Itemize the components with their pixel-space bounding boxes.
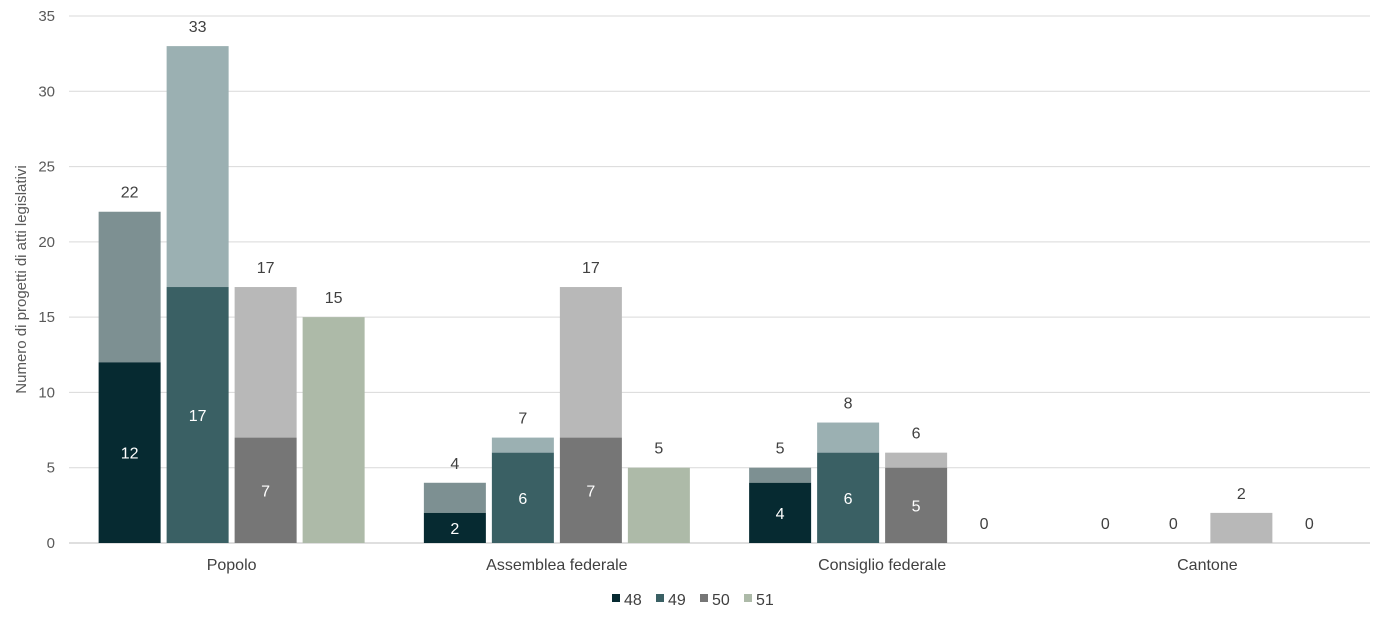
- bar-total-label: 17: [582, 260, 600, 277]
- bar-base-segment: [817, 452, 880, 543]
- y-tick-label: 0: [47, 535, 55, 552]
- legend-swatch: [656, 594, 664, 602]
- bar-top-segment: [817, 422, 880, 453]
- bar-top-segment: [166, 46, 229, 288]
- bar-total-label: 33: [189, 19, 207, 36]
- x-category-label: Assemblea federale: [486, 557, 628, 574]
- bar-total-label: 4: [450, 456, 459, 473]
- bar-top-segment: [885, 452, 948, 468]
- x-category-label: Consiglio federale: [818, 557, 946, 574]
- y-tick-label: 25: [38, 159, 55, 176]
- bar-total-label: 5: [654, 441, 663, 458]
- bar-inner-label: 17: [189, 408, 207, 425]
- y-axis-label: Numero di progetti di atti legislativi: [13, 165, 30, 393]
- bar-base-segment: [749, 482, 812, 543]
- y-tick-label: 20: [38, 234, 55, 251]
- bar-total-label: 5: [776, 441, 785, 458]
- bar-total-label: 6: [912, 426, 921, 443]
- bar-top-segment: [423, 482, 486, 513]
- bar-inner-label: 7: [261, 483, 270, 500]
- bar-top-segment: [749, 467, 812, 483]
- bar-inner-label: 4: [776, 506, 785, 523]
- bar-inner-label: 6: [844, 491, 853, 508]
- bar-total-label: 8: [844, 396, 853, 413]
- bar-total-label: 0: [1305, 516, 1314, 533]
- y-tick-label: 30: [38, 83, 55, 100]
- bar-total-label: 0: [1101, 516, 1110, 533]
- legend-swatch: [744, 594, 752, 602]
- bar-inner-label: 5: [912, 498, 921, 515]
- y-tick-label: 15: [38, 309, 55, 326]
- bar-top-segment: [98, 211, 161, 363]
- y-tick-label: 10: [38, 384, 55, 401]
- legend-label: 50: [712, 592, 730, 609]
- y-tick-label: 5: [47, 460, 55, 477]
- bar-total-label: 2: [1237, 486, 1246, 503]
- bar-top-segment: [491, 437, 554, 453]
- legend-label: 48: [624, 592, 642, 609]
- bar-base-segment: [166, 287, 229, 543]
- bar-base-segment: [423, 512, 486, 543]
- legend-swatch: [612, 594, 620, 602]
- bar-total-label: 0: [980, 516, 989, 533]
- bar-inner-label: 12: [121, 446, 139, 463]
- bar-base-segment: [302, 317, 365, 543]
- bar-base-segment: [234, 437, 297, 543]
- bar-total-label: 15: [325, 290, 343, 307]
- bar-top-segment: [1210, 512, 1273, 543]
- x-category-label: Cantone: [1177, 557, 1238, 574]
- bar-inner-label: 7: [586, 483, 595, 500]
- bar-inner-label: 2: [450, 521, 459, 538]
- bar-top-segment: [234, 287, 297, 438]
- bar-inner-label: 6: [518, 491, 527, 508]
- legend-label: 51: [756, 592, 774, 609]
- y-tick-label: 35: [38, 8, 55, 25]
- bar-total-label: 17: [257, 260, 275, 277]
- bar-total-label: 7: [518, 411, 527, 428]
- legend-label: 49: [668, 592, 686, 609]
- bar-base-segment: [491, 452, 554, 543]
- bar-total-label: 22: [121, 185, 139, 202]
- bar-base-segment: [627, 467, 690, 543]
- bar-base-segment: [98, 362, 161, 543]
- x-category-label: Popolo: [207, 557, 257, 574]
- bar-total-label: 0: [1169, 516, 1178, 533]
- bar-top-segment: [559, 287, 622, 438]
- legend-swatch: [700, 594, 708, 602]
- bar-base-segment: [885, 467, 948, 543]
- bar-base-segment: [559, 437, 622, 543]
